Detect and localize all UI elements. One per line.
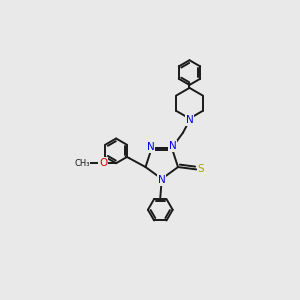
Text: CH₃: CH₃ bbox=[74, 159, 90, 168]
Text: N: N bbox=[186, 115, 194, 125]
Text: N: N bbox=[169, 141, 176, 151]
Text: N: N bbox=[158, 175, 166, 185]
Text: S: S bbox=[197, 164, 204, 174]
Text: O: O bbox=[99, 158, 108, 168]
Text: N: N bbox=[147, 142, 154, 152]
